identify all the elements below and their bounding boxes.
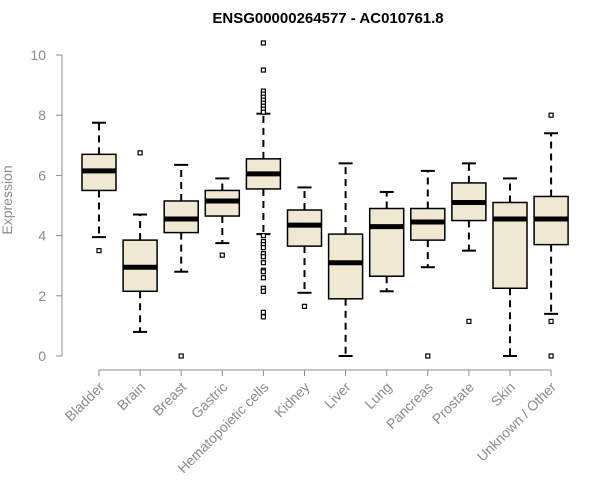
outlier-point xyxy=(178,353,184,359)
outlier-point xyxy=(260,245,266,251)
y-tick-label: 8 xyxy=(38,107,46,123)
outlier-point xyxy=(548,112,554,118)
box-series xyxy=(81,40,569,359)
outlier-point xyxy=(466,318,472,324)
outlier-point xyxy=(137,150,143,156)
outlier-point xyxy=(260,309,266,315)
box-liver xyxy=(327,162,364,357)
y-axis-label: Expression xyxy=(0,165,15,234)
outlier-point xyxy=(260,260,266,266)
box-unknown-other xyxy=(533,112,569,359)
box-pancreas xyxy=(410,169,446,359)
iqr-box xyxy=(368,207,405,277)
box-prostate xyxy=(451,162,487,324)
x-tick-label: Liver xyxy=(321,379,354,412)
box-brain xyxy=(122,150,158,333)
outlier-point xyxy=(260,67,266,73)
box-skin xyxy=(492,177,528,357)
x-tick-label: Lung xyxy=(361,379,394,412)
y-tick-label: 10 xyxy=(30,47,46,63)
y-tick-label: 4 xyxy=(38,228,46,244)
x-tick-label: Prostate xyxy=(429,379,477,427)
outlier-point xyxy=(301,303,308,309)
iqr-box xyxy=(492,201,528,290)
outlier-point xyxy=(260,288,266,294)
x-tick-label: Skin xyxy=(488,379,519,410)
outlier-point xyxy=(219,252,225,258)
y-tick-label: 6 xyxy=(38,167,46,183)
x-tick-label: Kidney xyxy=(271,379,313,421)
box-breast xyxy=(163,163,199,359)
outlier-point xyxy=(425,353,431,359)
x-tick-label: Bladder xyxy=(62,379,108,425)
y-axis: 0 2 4 6 8 10 xyxy=(30,47,63,364)
outlier-point xyxy=(548,353,554,359)
x-tick-label: Breast xyxy=(149,379,189,419)
x-tick-label: Brain xyxy=(114,379,148,413)
outlier-point xyxy=(260,233,266,239)
box-lung xyxy=(368,190,405,293)
chart-title: ENSG00000264577 - AC010761.8 xyxy=(212,10,443,27)
outlier-point xyxy=(96,248,102,254)
box-bladder xyxy=(81,121,117,254)
box-gastric xyxy=(204,177,241,258)
y-tick-label: 2 xyxy=(38,288,46,304)
box-hematopoietic-cells xyxy=(245,40,282,320)
box-kidney xyxy=(286,186,323,309)
outlier-point xyxy=(260,314,266,320)
outlier-point xyxy=(548,318,554,324)
outlier-point xyxy=(260,269,266,275)
outlier-point xyxy=(260,40,266,46)
outlier-point xyxy=(260,109,266,115)
iqr-box xyxy=(286,209,323,247)
y-tick-label: 0 xyxy=(38,348,46,364)
outlier-point xyxy=(260,254,266,260)
iqr-box xyxy=(327,233,364,300)
outlier-point xyxy=(260,275,266,281)
